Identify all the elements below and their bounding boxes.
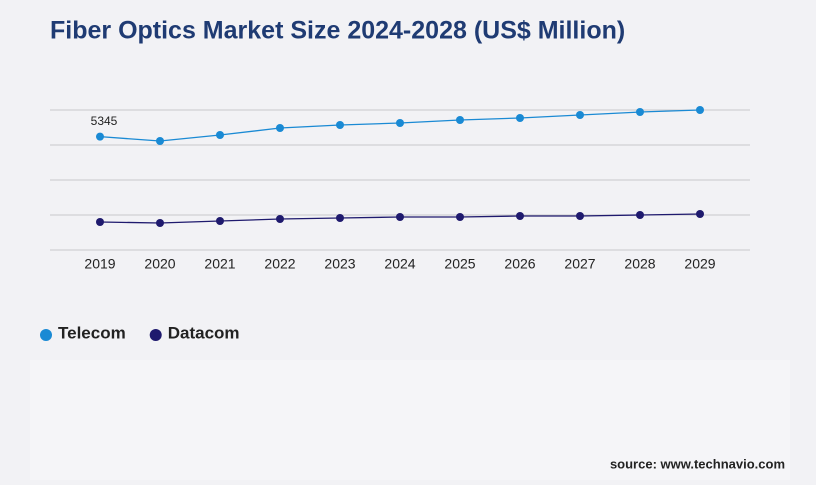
data-point — [336, 214, 344, 223]
x-tick-label: 2021 — [204, 256, 235, 272]
data-point — [156, 137, 164, 146]
legend-marker — [149, 329, 162, 341]
legend-marker — [40, 329, 52, 341]
x-tick-label: 2029 — [684, 256, 715, 272]
x-tick-label: 2024 — [384, 256, 415, 272]
data-point — [216, 217, 224, 226]
data-point — [636, 108, 644, 117]
x-tick-label: 2025 — [444, 256, 475, 272]
data-point — [456, 116, 464, 125]
data-point — [276, 215, 284, 224]
data-point — [516, 113, 524, 122]
data-point — [216, 131, 224, 140]
data-point — [696, 210, 704, 219]
data-point — [396, 119, 404, 128]
x-tick-label: 2028 — [624, 256, 655, 272]
x-tick-label: 2022 — [264, 256, 295, 272]
data-point — [576, 211, 584, 220]
panel — [30, 360, 790, 480]
source: source: www.technavio.com — [610, 456, 785, 471]
data-label: 5345 — [91, 114, 118, 128]
data-point — [396, 212, 404, 221]
data-point — [516, 211, 524, 220]
data-point — [156, 218, 164, 227]
data-point — [336, 120, 344, 129]
data-point — [276, 124, 284, 133]
data-point — [456, 212, 464, 221]
data-point — [696, 106, 704, 114]
x-tick-label: 2019 — [84, 256, 115, 272]
x-tick-label: 2027 — [564, 256, 595, 272]
legend-label: Datacom — [168, 323, 240, 342]
x-tick-label: 2026 — [504, 256, 535, 272]
chart-title: Fiber Optics Market Size 2024-2028 (US$ … — [50, 17, 625, 45]
data-point — [576, 111, 584, 120]
legend-label: Telecom — [58, 323, 126, 342]
data-point — [96, 132, 104, 141]
data-point — [96, 218, 104, 226]
x-tick-label: 2020 — [144, 256, 175, 272]
data-point — [636, 211, 644, 219]
x-tick-label: 2023 — [324, 256, 355, 272]
